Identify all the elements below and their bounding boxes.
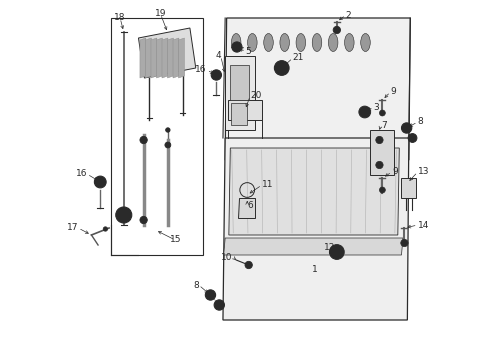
Circle shape xyxy=(245,261,252,269)
Circle shape xyxy=(232,42,242,52)
Circle shape xyxy=(362,109,368,115)
Circle shape xyxy=(333,248,341,256)
Text: 4: 4 xyxy=(215,51,221,60)
Circle shape xyxy=(376,136,383,144)
Text: 21: 21 xyxy=(293,54,304,63)
Text: 19: 19 xyxy=(155,9,166,18)
Circle shape xyxy=(214,300,224,310)
Text: 11: 11 xyxy=(262,180,273,189)
Text: 16: 16 xyxy=(196,66,207,75)
Text: 7: 7 xyxy=(381,121,387,130)
Text: 17: 17 xyxy=(67,224,78,233)
Circle shape xyxy=(379,110,385,116)
Text: 18: 18 xyxy=(114,13,126,22)
Ellipse shape xyxy=(344,33,354,51)
Ellipse shape xyxy=(231,33,241,51)
Polygon shape xyxy=(238,198,254,218)
Polygon shape xyxy=(225,18,410,160)
Text: 12: 12 xyxy=(324,243,335,252)
Text: 3: 3 xyxy=(373,103,379,112)
Circle shape xyxy=(205,290,216,300)
Polygon shape xyxy=(401,178,416,198)
Text: 20: 20 xyxy=(250,91,262,100)
Circle shape xyxy=(333,26,341,34)
Text: 2: 2 xyxy=(345,10,351,19)
Polygon shape xyxy=(230,65,248,100)
Polygon shape xyxy=(151,38,157,78)
Circle shape xyxy=(359,106,370,118)
Text: 5: 5 xyxy=(245,48,251,57)
Text: 1: 1 xyxy=(312,266,318,274)
Text: 16: 16 xyxy=(75,170,87,179)
Ellipse shape xyxy=(280,33,290,51)
Polygon shape xyxy=(162,38,168,78)
Ellipse shape xyxy=(264,33,273,51)
Ellipse shape xyxy=(312,33,322,51)
Circle shape xyxy=(165,142,171,148)
Circle shape xyxy=(116,207,132,223)
Circle shape xyxy=(211,70,221,80)
Polygon shape xyxy=(168,38,173,78)
Circle shape xyxy=(103,227,108,231)
Text: 9: 9 xyxy=(392,167,398,176)
Circle shape xyxy=(166,128,170,132)
Polygon shape xyxy=(224,238,403,255)
Ellipse shape xyxy=(247,33,257,51)
Polygon shape xyxy=(140,38,146,78)
Text: 6: 6 xyxy=(247,201,253,210)
Polygon shape xyxy=(173,38,179,78)
Polygon shape xyxy=(228,100,262,120)
Polygon shape xyxy=(225,56,254,130)
Text: 14: 14 xyxy=(417,220,429,230)
Text: 13: 13 xyxy=(417,167,429,176)
Circle shape xyxy=(401,123,412,133)
Polygon shape xyxy=(223,138,409,320)
Circle shape xyxy=(335,250,339,254)
Circle shape xyxy=(401,239,408,247)
Circle shape xyxy=(95,176,106,188)
Circle shape xyxy=(140,216,147,224)
Polygon shape xyxy=(111,18,203,255)
Polygon shape xyxy=(229,148,399,235)
Text: 15: 15 xyxy=(170,235,181,244)
Circle shape xyxy=(379,187,385,193)
Text: 10: 10 xyxy=(221,252,233,261)
Circle shape xyxy=(376,161,383,169)
Polygon shape xyxy=(156,38,162,78)
Ellipse shape xyxy=(361,33,370,51)
Polygon shape xyxy=(146,38,151,78)
Text: 9: 9 xyxy=(391,87,396,96)
Polygon shape xyxy=(178,38,184,78)
Circle shape xyxy=(278,64,285,72)
Polygon shape xyxy=(370,130,394,175)
Circle shape xyxy=(140,136,147,144)
Ellipse shape xyxy=(296,33,306,51)
Circle shape xyxy=(408,134,417,143)
Text: 8: 8 xyxy=(417,117,423,126)
Circle shape xyxy=(274,60,289,75)
Circle shape xyxy=(329,245,344,259)
Polygon shape xyxy=(139,28,196,78)
Text: 8: 8 xyxy=(193,280,199,289)
Polygon shape xyxy=(231,103,247,125)
Ellipse shape xyxy=(328,33,338,51)
